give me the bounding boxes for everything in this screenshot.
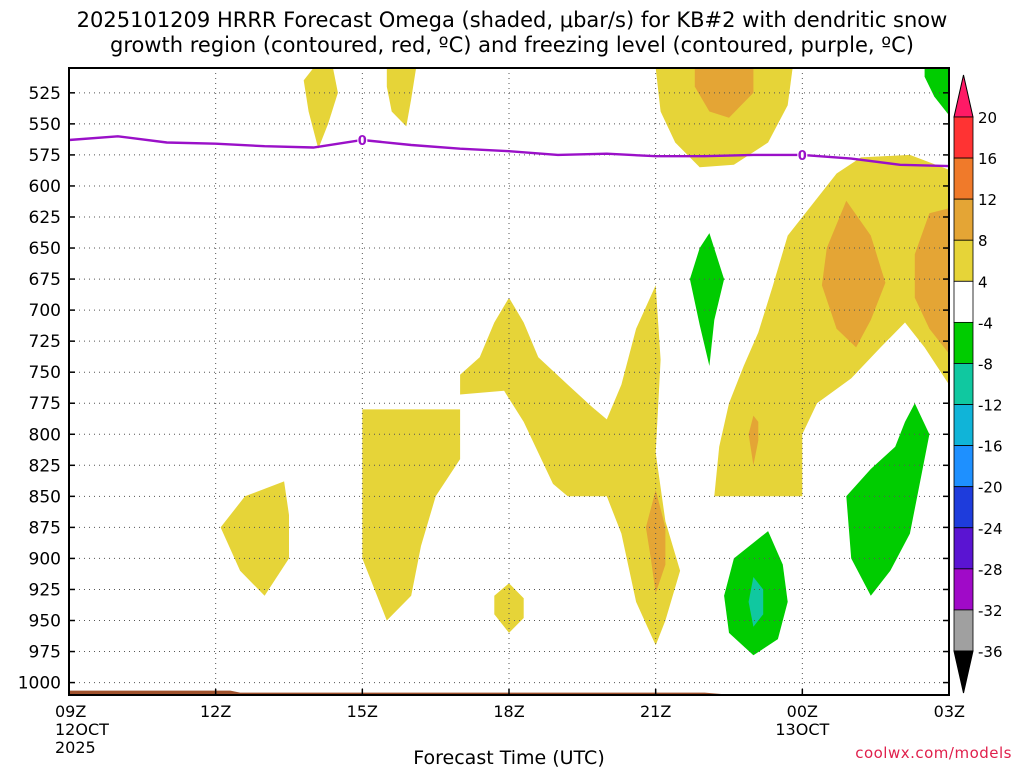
freezing-label-bg [357, 133, 368, 148]
y-tick-label-700: 700 [29, 301, 61, 321]
colorbar-label-12: -32 [978, 602, 1003, 620]
x-tick-label-21Z: 21Z [640, 702, 671, 721]
colorbar-label-3: 8 [978, 232, 988, 250]
freezing-level-line [69, 135, 949, 168]
colorbar-swatch-2 [953, 198, 974, 241]
omega-region-pos4-1 [386, 68, 417, 127]
colorbar-label-8: -16 [978, 438, 1003, 456]
x-tick-year: 2025 [55, 738, 96, 757]
y-axis-ticks: 525 550 575 600 625 650 675 700 725 750 775 800 825 8… [18, 84, 949, 694]
omega-region-neg4-16 [846, 403, 930, 596]
x-tick-date: 13OCT [775, 720, 829, 739]
y-tick-label-650: 650 [29, 239, 61, 259]
colorbar-swatch-12 [953, 609, 974, 652]
colorbar-swatch-6 [953, 363, 974, 405]
colorbar-swatch-7 [953, 404, 974, 447]
colorbar-swatch-5 [953, 321, 974, 364]
colorbar-label-9: -20 [978, 479, 1003, 497]
x-tick-label-15Z: 15Z [347, 702, 378, 721]
y-tick-label-875: 875 [29, 518, 61, 538]
y-tick-label-950: 950 [29, 612, 61, 632]
freezing-level-contour: 00 [69, 133, 949, 168]
omega-region-neg4-15 [689, 233, 725, 366]
y-tick-label-550: 550 [29, 115, 61, 135]
y-tick-label-725: 725 [29, 332, 61, 352]
chart-title-line-2: growth region (contoured, red, ºC) and f… [110, 33, 914, 57]
colorbar-swatch-10 [953, 527, 974, 570]
x-tick-label-12Z: 12Z [200, 702, 231, 721]
colorbar-top-arrow [953, 74, 974, 118]
colorbar-label-10: -24 [978, 520, 1003, 538]
colorbar-swatch-8 [953, 445, 974, 488]
colorbar-swatch-1 [953, 157, 974, 200]
colorbar-label-6: -8 [978, 355, 993, 373]
chart-title-line-1: 2025101209 HRRR Forecast Omega (shaded, … [76, 8, 948, 32]
x-tick-label-09Z: 09Z [55, 702, 86, 721]
y-tick-label-900: 900 [29, 549, 61, 569]
site-credit: coolwx.com/models [855, 744, 1012, 762]
y-tick-label-775: 775 [29, 394, 61, 414]
y-tick-label-825: 825 [29, 456, 61, 476]
x-tick-label-18Z: 18Z [493, 702, 524, 721]
y-tick-label-975: 975 [29, 643, 61, 663]
x-axis-label: Forecast Time (UTC) [413, 747, 604, 768]
y-tick-label-600: 600 [29, 177, 61, 197]
x-tick-label-03Z: 03Z [934, 702, 965, 721]
omega-region-pos8-6 [914, 208, 949, 354]
y-tick-label-850: 850 [29, 487, 61, 507]
colorbar-label-11: -28 [978, 561, 1003, 579]
colorbar-swatch-4 [953, 280, 974, 323]
y-tick-label-625: 625 [29, 208, 61, 228]
freezing-label-bg [797, 147, 808, 162]
omega-shading [220, 68, 1013, 656]
colorbar-swatch-9 [953, 486, 974, 529]
colorbar-legend: 20 16 12 8 4 -4 -8 -12 -16 -20 -24 -28 -32 -36 [953, 74, 1003, 694]
omega-region-pos8-10 [645, 490, 666, 594]
colorbar-label-2: 12 [978, 191, 997, 209]
omega-region-pos4-0 [303, 68, 338, 149]
colorbar-label-0: 20 [978, 109, 997, 127]
omega-region-pos4-8 [362, 409, 461, 621]
omega-region-neg4-14 [924, 68, 949, 116]
colorbar-swatch-3 [953, 239, 974, 282]
freezing-level-label: 0 [358, 134, 367, 149]
colorbar-label-4: 4 [978, 273, 988, 291]
colorbar-label-5: -4 [978, 314, 993, 332]
omega-region-pos8-11 [748, 415, 759, 466]
colorbar-label-7: -12 [978, 397, 1003, 415]
omega-region-neg4-13 [998, 167, 1013, 264]
grid-lines [69, 68, 949, 695]
omega-region-pos4-9 [460, 285, 681, 646]
omega-region-pos8-5 [821, 200, 886, 348]
y-tick-label-525: 525 [29, 84, 61, 104]
y-tick-label-675: 675 [29, 270, 61, 290]
colorbar-label-13: -36 [978, 643, 1003, 661]
omega-region-pos4-4 [714, 154, 949, 497]
omega-region-pos4-7 [220, 481, 289, 596]
y-tick-label-575: 575 [29, 146, 61, 166]
colorbar-swatch-11 [953, 568, 974, 611]
colorbar-label-1: 16 [978, 150, 997, 168]
y-tick-label-925: 925 [29, 580, 61, 600]
y-tick-label-750: 750 [29, 363, 61, 383]
colorbar-bottom-arrow [953, 650, 974, 694]
y-tick-label-800: 800 [29, 425, 61, 445]
x-tick-date: 12OCT [55, 720, 109, 739]
colorbar-swatch-0 [953, 116, 974, 159]
freezing-level-label: 0 [798, 149, 807, 164]
y-tick-label-1000: 1000 [18, 674, 61, 694]
x-tick-label-00Z: 00Z [787, 702, 818, 721]
